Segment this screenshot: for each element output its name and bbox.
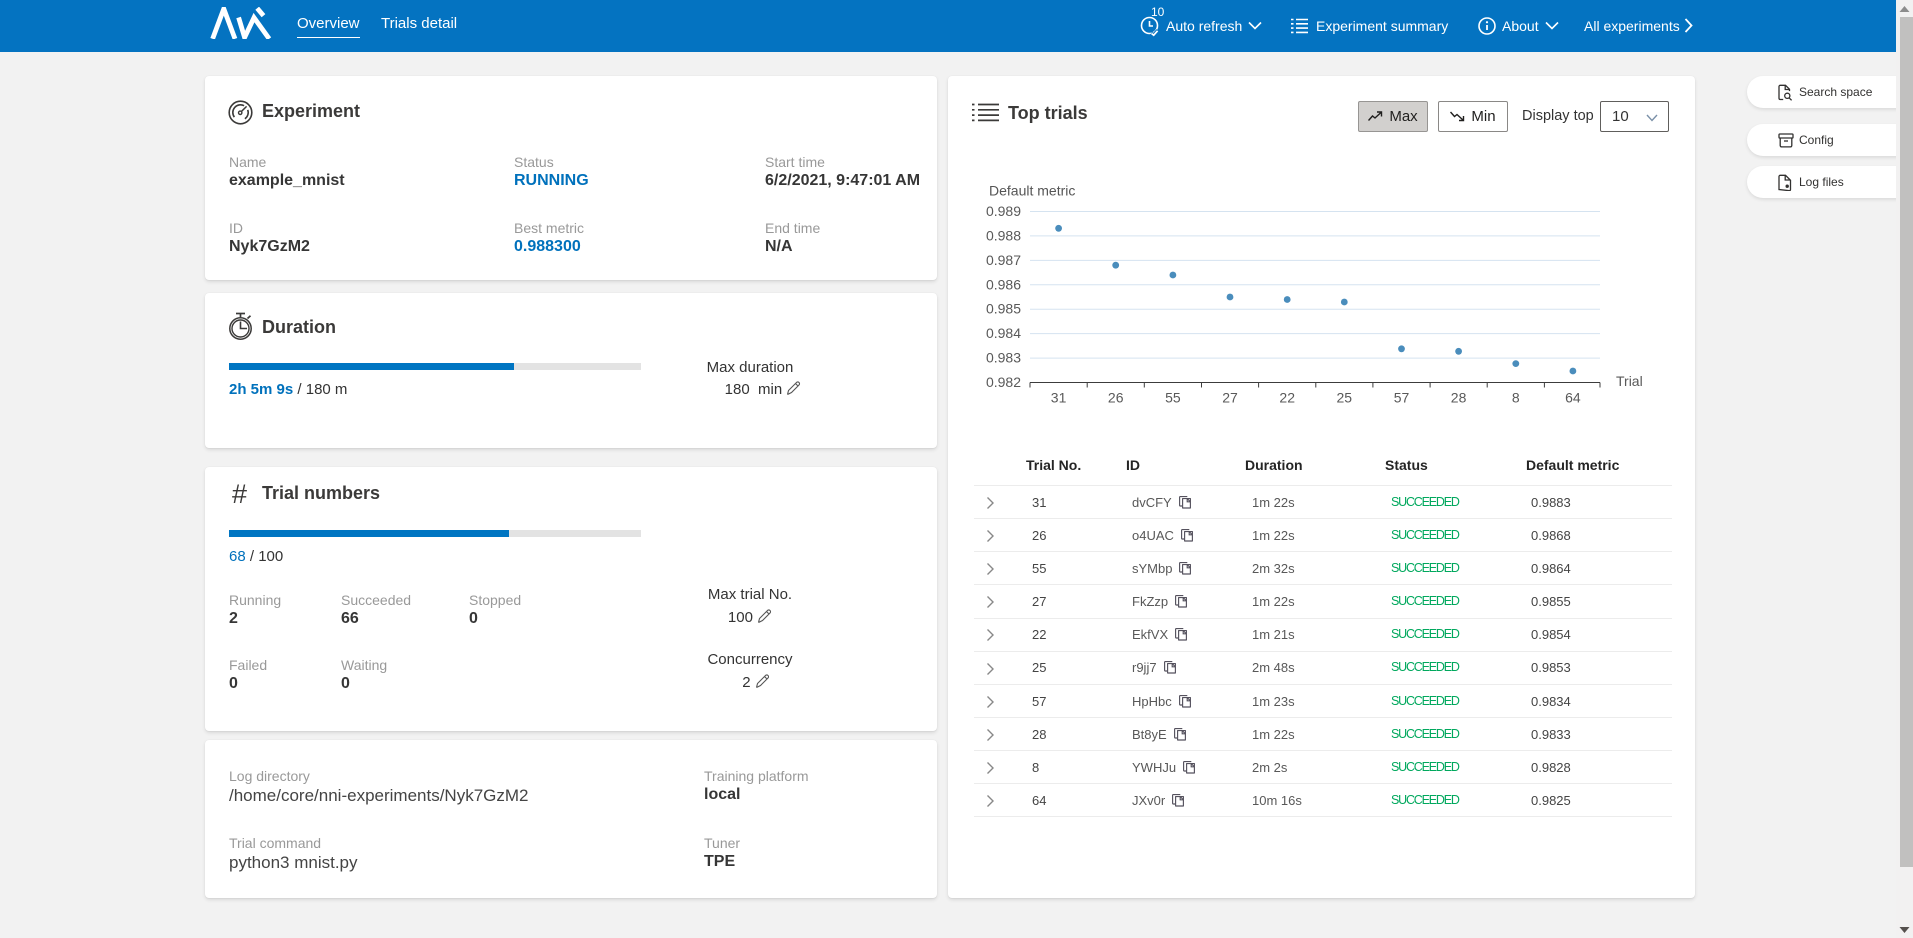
svg-text:26: 26 bbox=[1108, 390, 1124, 406]
svg-text:0.986: 0.986 bbox=[986, 276, 1021, 292]
svg-text:28: 28 bbox=[1451, 390, 1467, 406]
svg-text:0.982: 0.982 bbox=[986, 374, 1021, 390]
svg-text:55: 55 bbox=[1165, 390, 1181, 406]
svg-text:0.988: 0.988 bbox=[986, 227, 1021, 243]
svg-text:8: 8 bbox=[1512, 390, 1520, 406]
svg-text:Default metric: Default metric bbox=[989, 183, 1075, 199]
svg-text:0.983: 0.983 bbox=[986, 350, 1021, 366]
svg-text:27: 27 bbox=[1222, 390, 1238, 406]
svg-text:0.985: 0.985 bbox=[986, 301, 1021, 317]
svg-text:31: 31 bbox=[1051, 390, 1067, 406]
svg-text:0.984: 0.984 bbox=[986, 325, 1021, 341]
svg-text:25: 25 bbox=[1337, 390, 1353, 406]
svg-text:64: 64 bbox=[1565, 390, 1581, 406]
svg-text:Trial: Trial bbox=[1616, 373, 1643, 389]
svg-text:0.987: 0.987 bbox=[986, 252, 1021, 268]
svg-text:57: 57 bbox=[1394, 390, 1410, 406]
svg-text:22: 22 bbox=[1279, 390, 1295, 406]
svg-text:0.989: 0.989 bbox=[986, 203, 1021, 219]
